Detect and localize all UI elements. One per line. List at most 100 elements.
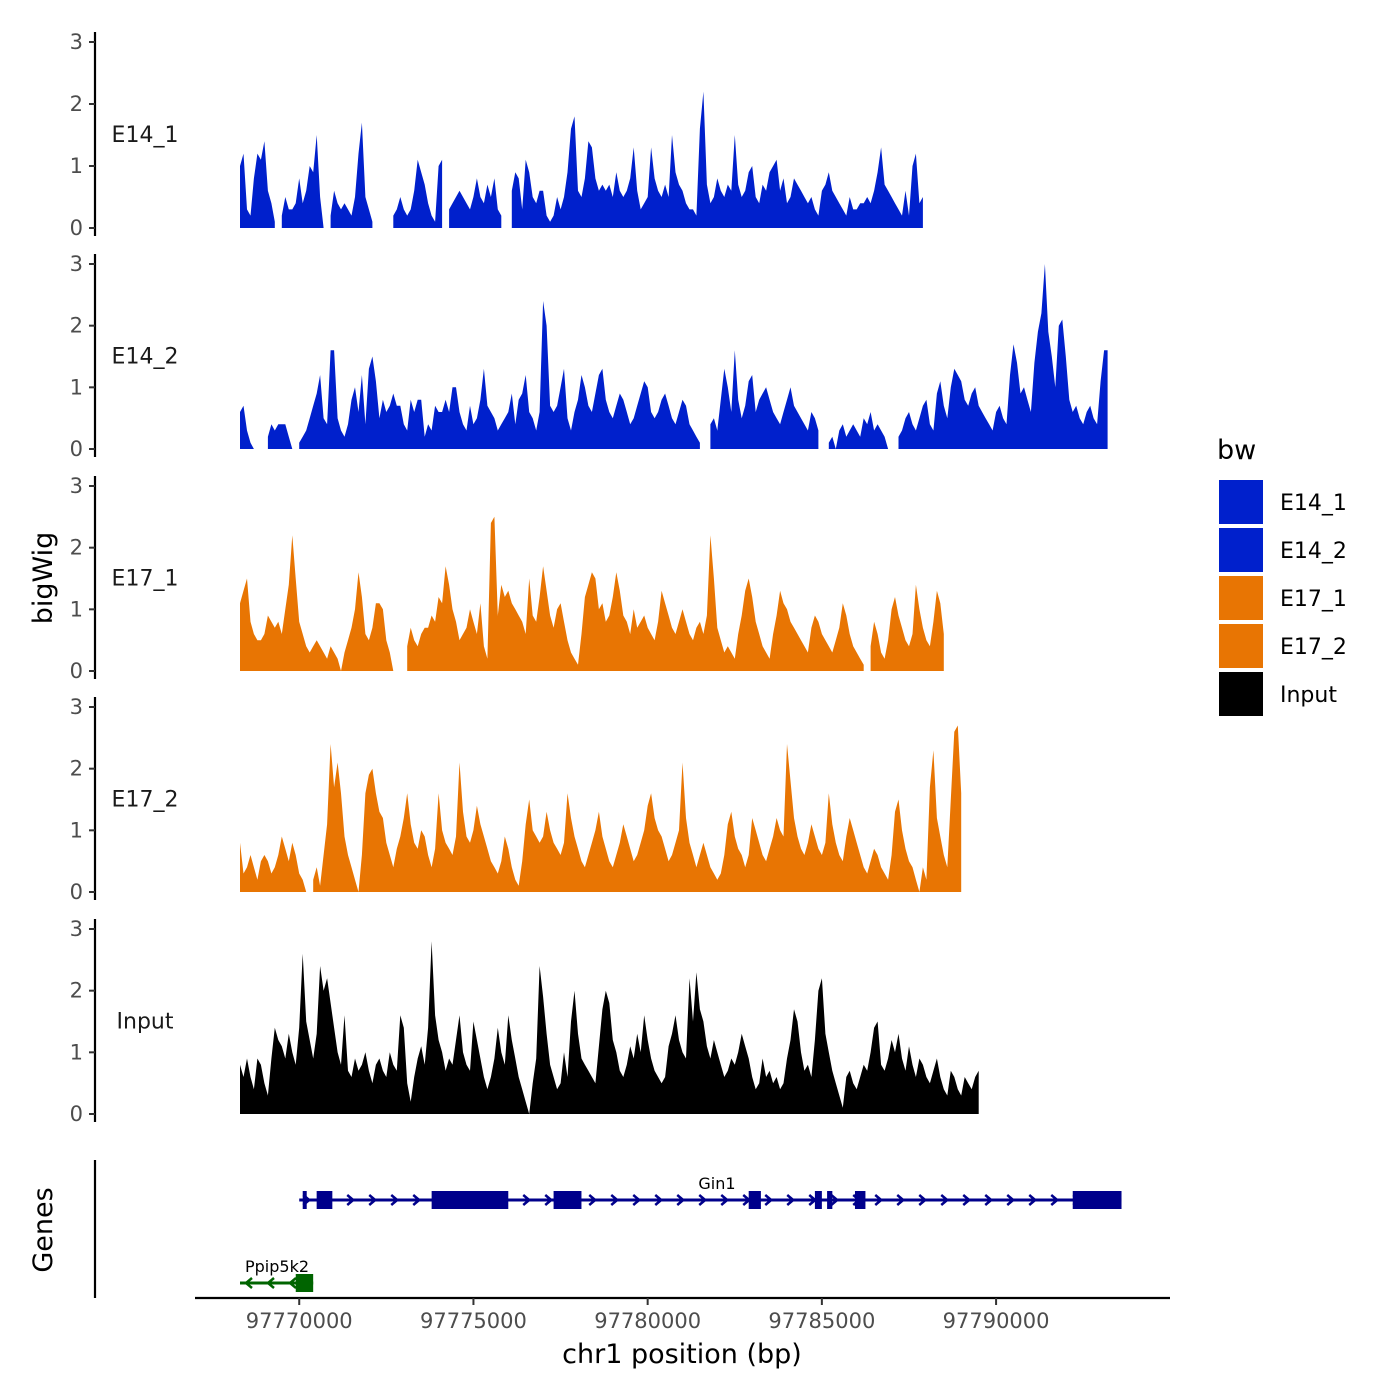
strand-arrow	[1050, 1194, 1060, 1206]
y-tick-label: 3	[70, 30, 83, 54]
y-tick-label: 0	[70, 880, 83, 904]
x-tick-label: 97785000	[768, 1309, 875, 1333]
x-tick-label: 97790000	[943, 1309, 1050, 1333]
track-input: 0 1 2 3	[70, 917, 979, 1126]
x-tick-label: 97775000	[420, 1309, 527, 1333]
y-tick-label: 0	[70, 216, 83, 240]
strand-arrow	[698, 1194, 708, 1206]
coverage-area-segment	[449, 178, 502, 228]
facet-labels: E14_1 E14_2 E17_1 E17_2 Input	[112, 123, 179, 1035]
strand-arrow	[632, 1194, 642, 1206]
legend-label: E14_2	[1280, 539, 1347, 564]
strand-arrow	[412, 1194, 422, 1206]
strand-arrow	[896, 1194, 906, 1206]
y-tick-label: 1	[70, 818, 83, 842]
gene-gin1: Gin1	[299, 1174, 1122, 1209]
strand-arrow	[720, 1194, 730, 1206]
gene-exon	[295, 1274, 314, 1292]
y-tick-label: 3	[70, 474, 83, 498]
coverage-area-segment	[313, 725, 962, 892]
gene-ppip5k2: Ppip5k2	[240, 1257, 314, 1292]
genes-axis-title: Genes	[28, 1187, 59, 1272]
track-e14-1: 0 1 2 3	[70, 30, 923, 240]
gene-exon	[302, 1191, 307, 1209]
coverage-area-segment	[870, 584, 944, 671]
gene-exon	[814, 1191, 822, 1209]
x-tick-label: 97780000	[594, 1309, 701, 1333]
strand-arrow	[266, 1277, 275, 1289]
strand-arrow	[346, 1194, 356, 1206]
strand-arrow	[610, 1194, 620, 1206]
facet-label: E14_2	[112, 345, 179, 370]
gene-label: Gin1	[698, 1174, 735, 1193]
gene-exon	[1072, 1191, 1122, 1209]
coverage-area-segment	[240, 141, 275, 228]
gene-exon	[431, 1191, 509, 1209]
legend-label: Input	[1280, 683, 1337, 708]
track-e17-1: 0 1 2 3	[70, 474, 944, 683]
x-tick-label: 97770000	[246, 1309, 353, 1333]
legend-key	[1219, 624, 1263, 668]
legend-key	[1219, 672, 1263, 716]
y-tick-label: 0	[70, 659, 83, 683]
facet-label: Input	[117, 1010, 174, 1035]
facet-label: E14_1	[112, 123, 179, 148]
strand-arrow	[1006, 1194, 1016, 1206]
strand-arrow	[588, 1194, 598, 1206]
y-tick-label: 2	[70, 979, 83, 1003]
coverage-area-segment	[393, 159, 443, 228]
legend-title: bw	[1217, 435, 1256, 466]
strand-arrow	[244, 1277, 253, 1289]
coverage-area-segment	[240, 535, 394, 671]
strand-arrow	[1028, 1194, 1038, 1206]
gene-exon	[827, 1191, 833, 1209]
y-tick-label: 0	[70, 437, 83, 461]
coverage-area-segment	[240, 836, 307, 892]
strand-arrow	[918, 1194, 928, 1206]
y-tick-label: 3	[70, 252, 83, 276]
y-tick-label: 1	[70, 154, 83, 178]
legend-label: E17_2	[1280, 635, 1347, 660]
strand-arrow	[940, 1194, 950, 1206]
track-e17-2: 0 1 2 3	[70, 695, 962, 904]
genes-panel: Gin1 Ppip5k2	[93, 1160, 1122, 1298]
strand-arrow	[288, 1277, 297, 1289]
gene-exon	[854, 1191, 866, 1209]
strand-arrow	[368, 1194, 378, 1206]
coverage-tracks: 0 1 2 3 0 1 2 3 0 1 2 3 0 1 2 3 0 1 2 3	[70, 30, 1108, 1126]
legend-key	[1219, 480, 1263, 524]
coverage-area-segment	[828, 412, 889, 449]
coverage-area-segment	[898, 264, 1108, 449]
gene-exon	[748, 1191, 761, 1209]
y-tick-label: 2	[70, 314, 83, 338]
legend-label: E17_1	[1280, 587, 1347, 612]
y-tick-label: 2	[70, 757, 83, 781]
strand-arrow	[390, 1194, 400, 1206]
y-axis-title: bigWig	[28, 532, 59, 625]
strand-arrow	[786, 1194, 796, 1206]
coverage-area-segment	[330, 122, 373, 228]
strand-arrow	[522, 1194, 532, 1206]
coverage-area-segment	[240, 405, 254, 449]
legend-label: E14_1	[1280, 491, 1347, 516]
legend: bw E14_1 E14_2 E17_1 E17_2 Input	[1217, 435, 1347, 716]
x-axis: 97770000 97775000 97780000 97785000 97790000	[195, 1296, 1170, 1333]
coverage-area-segment	[299, 301, 700, 449]
gene-exon	[316, 1191, 333, 1209]
legend-key	[1219, 576, 1263, 620]
strand-arrow	[764, 1194, 774, 1206]
y-tick-label: 1	[70, 597, 83, 621]
strand-arrow	[830, 1194, 840, 1206]
legend-key	[1219, 528, 1263, 572]
y-tick-label: 2	[70, 536, 83, 560]
coverage-area-segment	[267, 424, 293, 449]
coverage-area-segment	[407, 516, 864, 671]
coverage-area-segment	[281, 135, 324, 228]
y-tick-label: 3	[70, 917, 83, 941]
strand-arrow	[984, 1194, 994, 1206]
x-axis-title: chr1 position (bp)	[562, 1339, 802, 1370]
y-tick-label: 0	[70, 1102, 83, 1126]
coverage-area-segment	[710, 350, 819, 449]
track-e14-2: 0 1 2 3	[70, 252, 1108, 461]
